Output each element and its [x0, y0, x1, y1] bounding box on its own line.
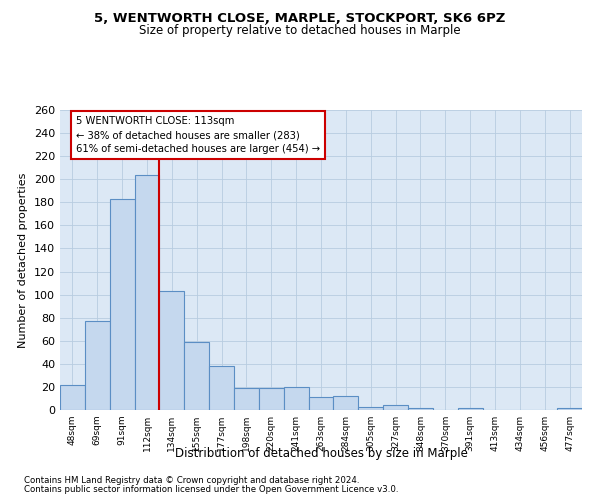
- Text: Contains public sector information licensed under the Open Government Licence v3: Contains public sector information licen…: [24, 485, 398, 494]
- Bar: [259, 388, 284, 410]
- Bar: [134, 174, 160, 410]
- Text: Distribution of detached houses by size in Marple: Distribution of detached houses by size …: [175, 448, 467, 460]
- Bar: [60, 384, 85, 410]
- Text: 5 WENTWORTH CLOSE: 113sqm
← 38% of detached houses are smaller (283)
61% of semi: 5 WENTWORTH CLOSE: 113sqm ← 38% of detac…: [76, 116, 320, 154]
- Bar: [184, 342, 209, 410]
- Bar: [458, 408, 482, 410]
- Bar: [383, 406, 408, 410]
- Bar: [284, 387, 308, 410]
- Bar: [308, 398, 334, 410]
- Text: Contains HM Land Registry data © Crown copyright and database right 2024.: Contains HM Land Registry data © Crown c…: [24, 476, 359, 485]
- Y-axis label: Number of detached properties: Number of detached properties: [19, 172, 28, 348]
- Bar: [110, 199, 134, 410]
- Text: Size of property relative to detached houses in Marple: Size of property relative to detached ho…: [139, 24, 461, 37]
- Bar: [334, 396, 358, 410]
- Bar: [160, 291, 184, 410]
- Bar: [85, 321, 110, 410]
- Text: 5, WENTWORTH CLOSE, MARPLE, STOCKPORT, SK6 6PZ: 5, WENTWORTH CLOSE, MARPLE, STOCKPORT, S…: [94, 12, 506, 26]
- Bar: [209, 366, 234, 410]
- Bar: [557, 408, 582, 410]
- Bar: [234, 388, 259, 410]
- Bar: [358, 406, 383, 410]
- Bar: [408, 408, 433, 410]
